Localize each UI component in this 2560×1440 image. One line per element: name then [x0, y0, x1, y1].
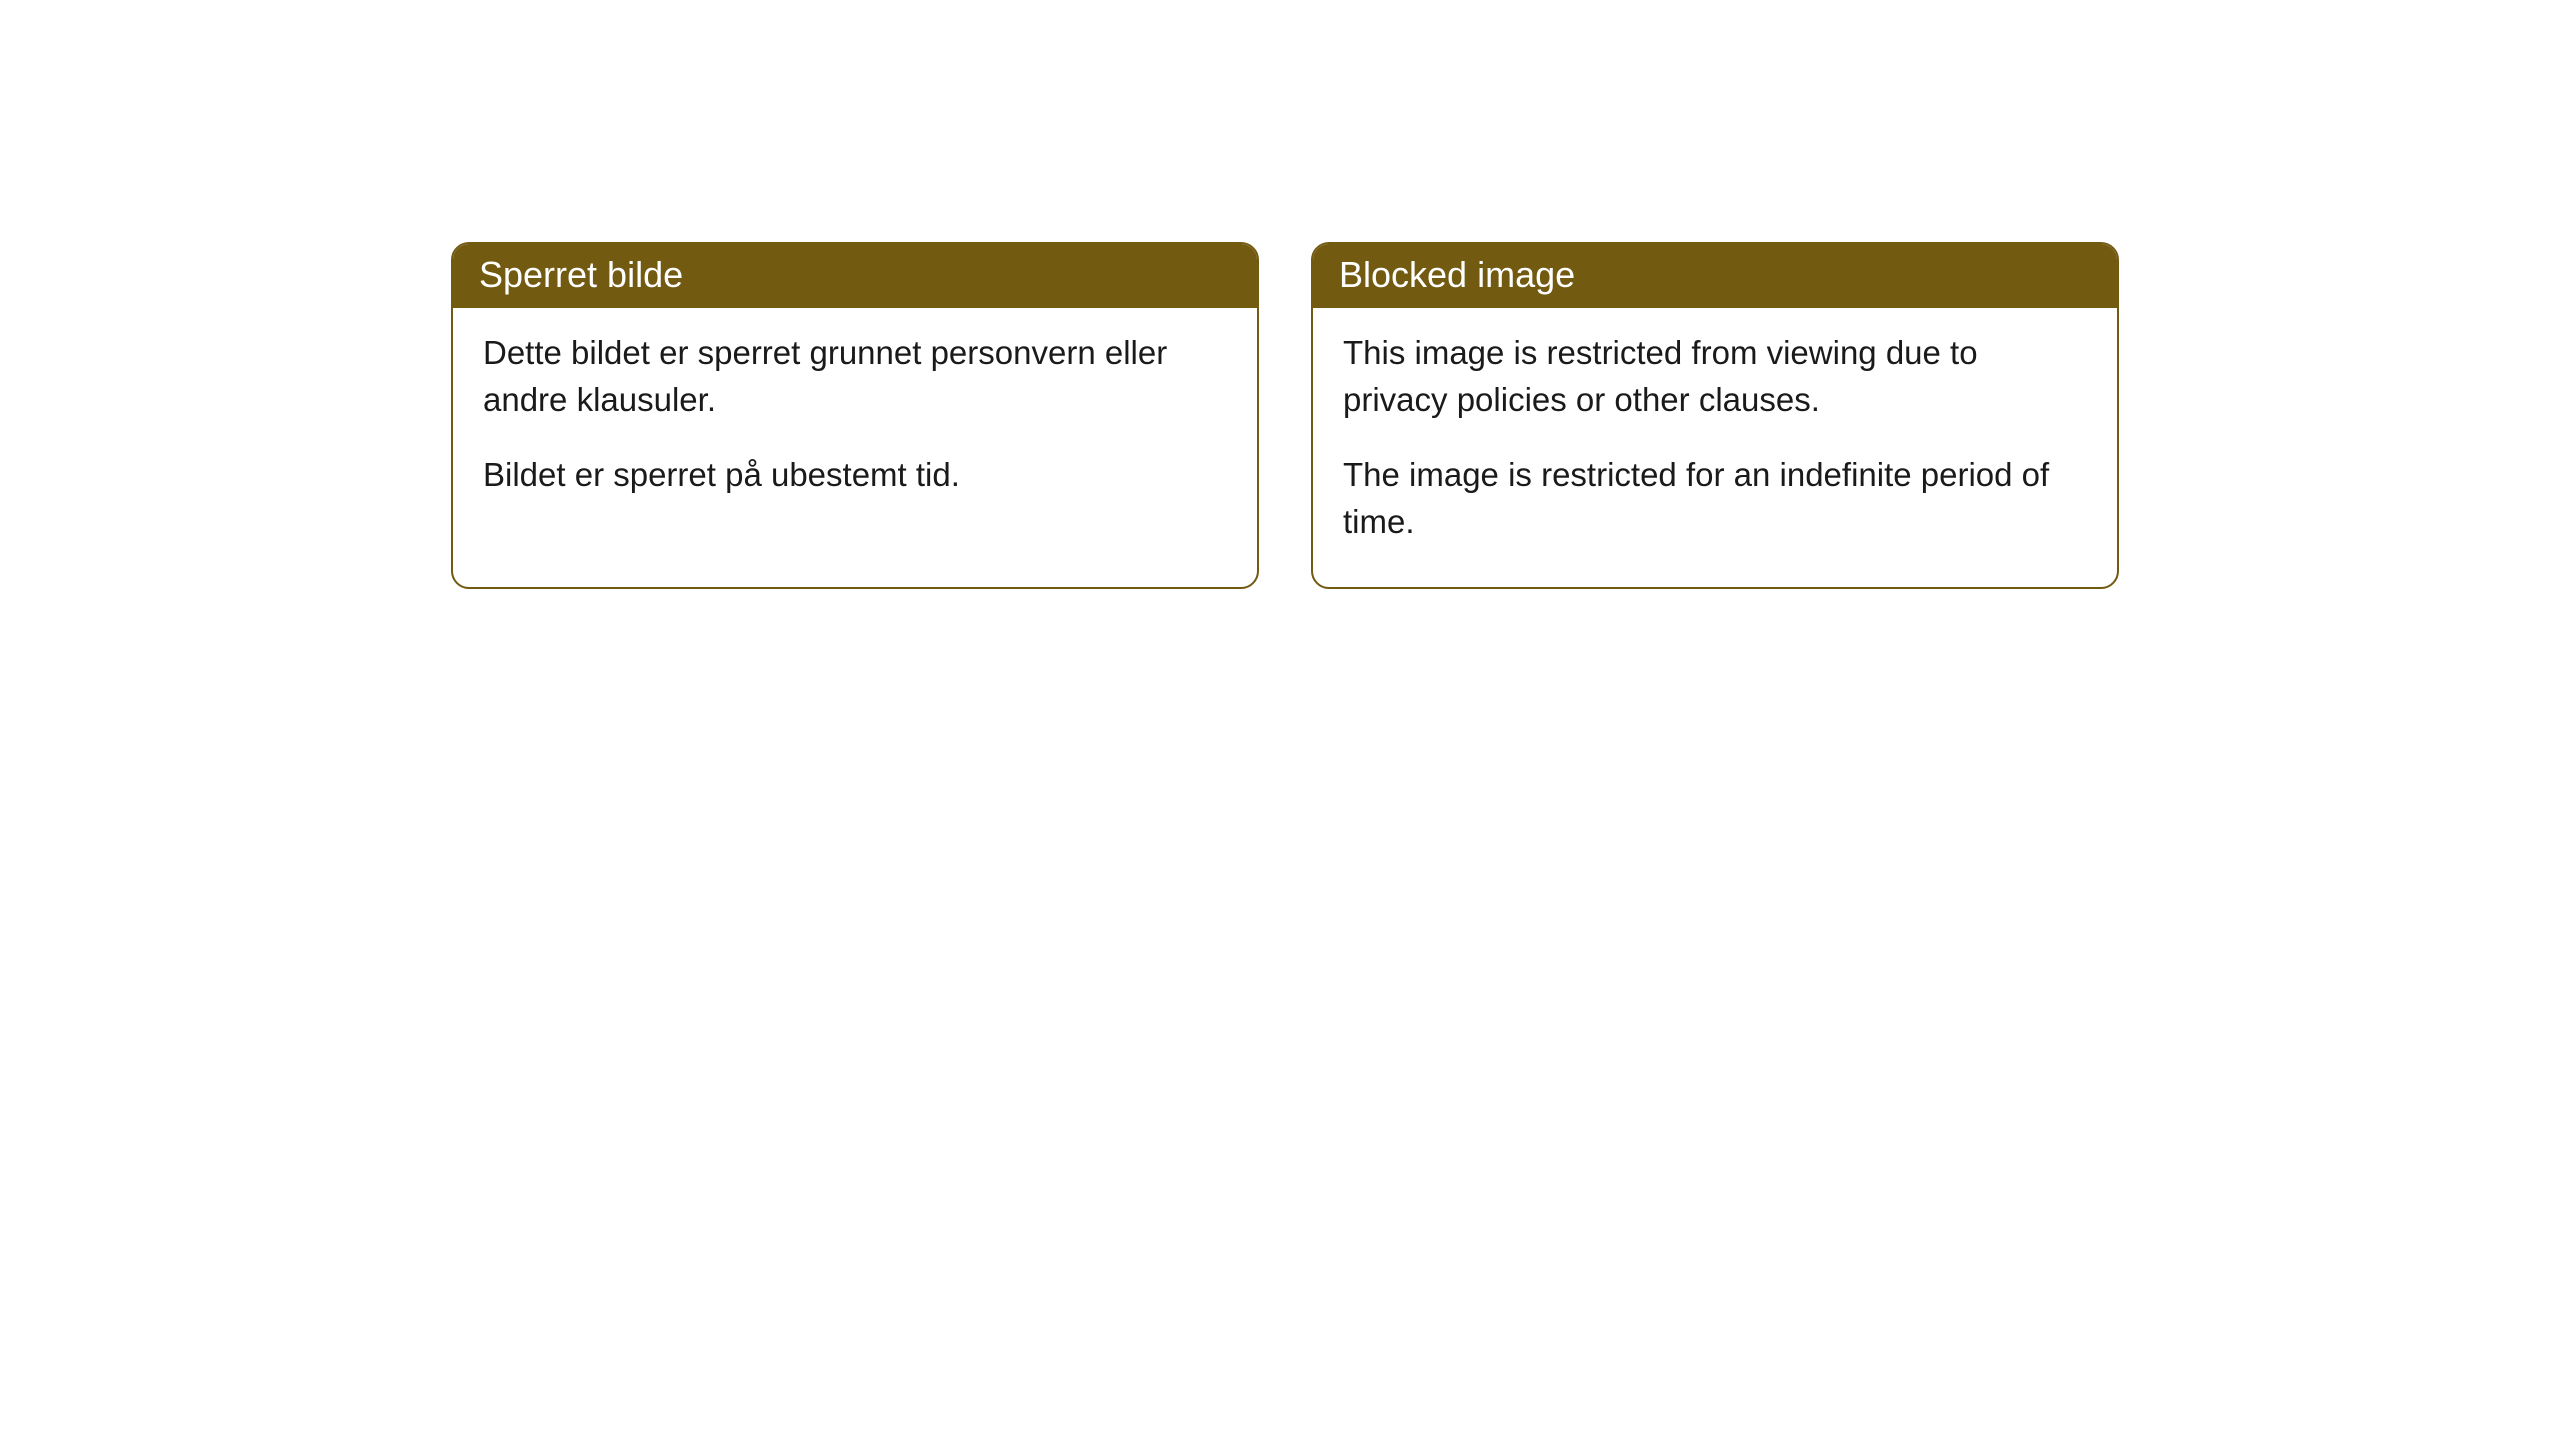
card-title: Blocked image [1339, 254, 1575, 295]
blocked-image-card-english: Blocked image This image is restricted f… [1311, 242, 2119, 589]
card-paragraph: The image is restricted for an indefinit… [1343, 452, 2087, 546]
card-header: Sperret bilde [453, 244, 1257, 308]
notice-cards-container: Sperret bilde Dette bildet er sperret gr… [0, 0, 2560, 589]
card-paragraph: Dette bildet er sperret grunnet personve… [483, 330, 1227, 424]
card-header: Blocked image [1313, 244, 2117, 308]
card-title: Sperret bilde [479, 254, 683, 295]
card-body: This image is restricted from viewing du… [1313, 308, 2117, 587]
card-body: Dette bildet er sperret grunnet personve… [453, 308, 1257, 541]
card-paragraph: This image is restricted from viewing du… [1343, 330, 2087, 424]
card-paragraph: Bildet er sperret på ubestemt tid. [483, 452, 1227, 499]
blocked-image-card-norwegian: Sperret bilde Dette bildet er sperret gr… [451, 242, 1259, 589]
